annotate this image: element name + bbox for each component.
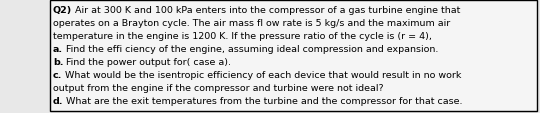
Text: What would be the isentropic efficiency of each device that would result in no w: What would be the isentropic efficiency … [62, 71, 462, 80]
Text: temperature in the engine is 1200 K. If the pressure ratio of the cycle is (r = : temperature in the engine is 1200 K. If … [53, 32, 432, 41]
Text: output from the engine if the compressor and turbine were not ideal?: output from the engine if the compressor… [53, 84, 383, 93]
Text: c.: c. [53, 71, 62, 80]
Text: Q2): Q2) [53, 6, 72, 15]
Text: a.: a. [53, 45, 63, 54]
Text: Air at 300 K and 100 kPa enters into the compressor of a gas turbine engine that: Air at 300 K and 100 kPa enters into the… [72, 6, 461, 15]
Text: What are the exit temperatures from the turbine and the compressor for that case: What are the exit temperatures from the … [63, 97, 463, 106]
FancyBboxPatch shape [50, 1, 537, 111]
Text: operates on a Brayton cycle. The air mass fl ow rate is 5 kg/s and the maximum a: operates on a Brayton cycle. The air mas… [53, 19, 450, 28]
Text: d.: d. [53, 97, 63, 106]
Text: Find the effi ciency of the engine, assuming ideal compression and expansion.: Find the effi ciency of the engine, assu… [63, 45, 438, 54]
Text: Find the power output for( case a).: Find the power output for( case a). [63, 58, 232, 67]
Text: b.: b. [53, 58, 63, 67]
